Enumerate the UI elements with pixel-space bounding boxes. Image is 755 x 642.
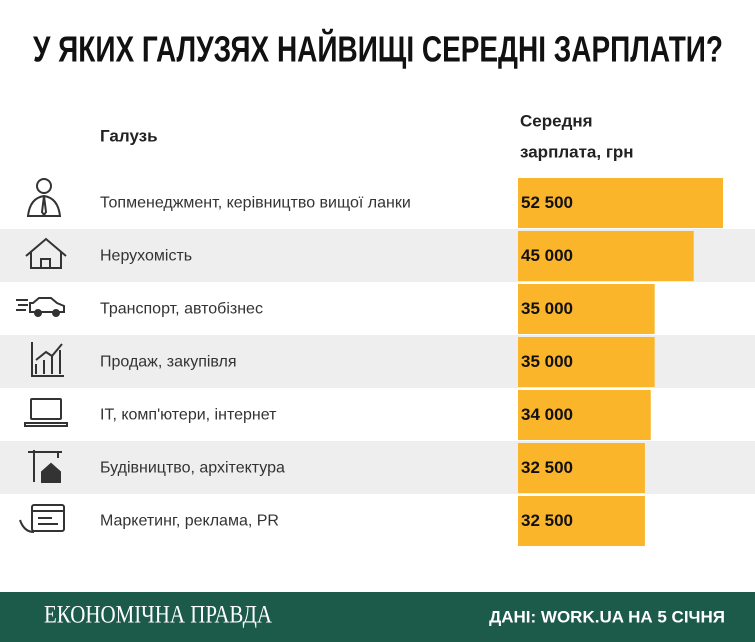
value-label: 45 000 [521,246,573,265]
value-label: 35 000 [521,299,573,318]
bar [518,178,723,228]
footer [0,592,755,642]
source: ДАНІ: WORK.UA НА 5 СІЧНЯ [489,607,725,626]
bar [518,284,655,334]
bar [518,390,651,440]
category-label: Будівництво, архітектура [100,460,285,477]
value-header: Середня [520,111,593,130]
category-label: Нерухомість [100,248,192,265]
rows: Топменеджмент, керівництво вищої ланки 52… [0,178,755,546]
icon-sales [31,342,64,377]
icons [16,178,68,533]
icon-construction [28,450,62,483]
category-label: Топменеджмент, керівництво вищої ланки [100,195,411,212]
bar [518,337,655,387]
value-header: зарплата, грн [520,142,634,161]
value-label: 32 500 [521,458,573,477]
bar [518,443,645,493]
value-label: 32 500 [521,511,573,530]
icon-laptop [24,398,68,427]
icon-car [16,297,65,317]
value-label: 34 000 [521,405,573,424]
category-label: Маркетинг, реклама, PR [100,513,279,530]
bar [518,496,645,546]
value-label: 35 000 [521,352,573,371]
brand: ЕКОНОМІЧНА ПРАВДА [44,602,272,629]
icon-manager [26,178,62,217]
bar [518,231,694,281]
value-label: 52 500 [521,193,573,212]
icon-marketing [19,504,65,533]
category-header: Галузь [100,126,158,145]
title: У ЯКИХ ГАЛУЗЯХ НАЙВИЩІ СЕРЕДНІ ЗАРПЛАТИ? [33,28,723,70]
category-label: Транспорт, автобізнес [100,301,263,318]
category-label: Продаж, закупівля [100,354,237,371]
category-label: ІТ, комп'ютери, інтернет [100,407,277,424]
icon-house [25,237,67,269]
